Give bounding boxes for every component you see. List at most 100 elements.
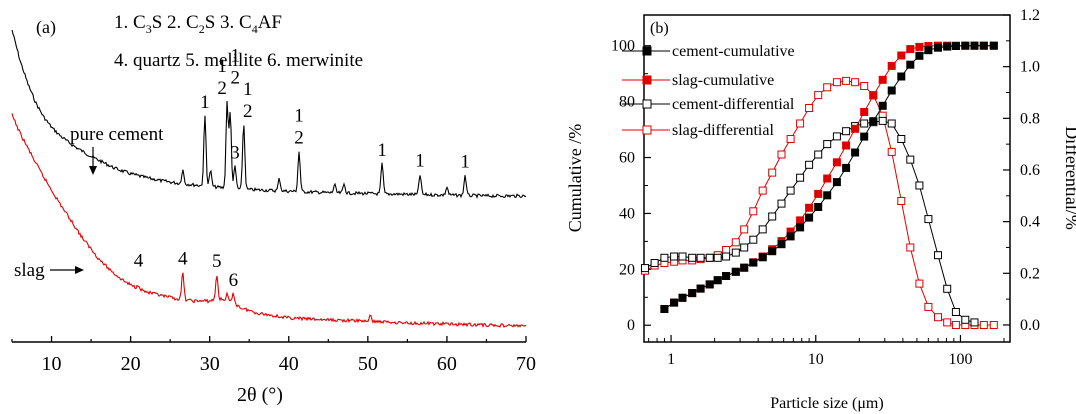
x-tick-label-b: 1 (667, 351, 675, 368)
data-point-cement-differential (943, 284, 952, 293)
data-point-slag-differential (951, 321, 960, 329)
y-right-tick-label: 1.2 (1020, 7, 1040, 24)
data-point-slag-differential (915, 279, 924, 288)
x-tick-label-a: 30 (200, 353, 220, 375)
data-point-cement-cumulative (906, 60, 915, 69)
data-point-cement-cumulative (869, 117, 878, 126)
peak-label: 4 (178, 249, 188, 270)
data-point-cement-cumulative (731, 267, 740, 276)
data-point-cement-cumulative (842, 163, 851, 172)
legend-text: S 3. C (205, 12, 252, 33)
annotation-pure-cement: pure cement (70, 124, 164, 145)
data-point-cement-cumulative (887, 86, 896, 95)
data-point-cement-differential (823, 140, 832, 149)
peak-label: 1 (217, 56, 227, 77)
data-point-slag-differential (758, 186, 767, 195)
x-tick-label-b: 10 (808, 351, 824, 368)
data-point-slag-cumulative (878, 75, 887, 84)
plot-frame-b (643, 14, 1011, 343)
y-right-tick-label: 1.0 (1020, 59, 1040, 76)
data-point-cement-cumulative (678, 293, 687, 302)
data-point-cement-differential (832, 132, 841, 141)
data-point-slag-cumulative (832, 158, 841, 167)
data-point-cement-differential (951, 308, 960, 316)
x-axis-label-a: 2θ (°) (237, 384, 283, 406)
data-point-slag-differential (740, 225, 749, 234)
data-point-slag-cumulative (860, 108, 869, 116)
data-point-slag-cumulative (805, 203, 814, 212)
y-right-tick-label: 0.2 (1020, 265, 1040, 282)
peak-label: 1 (243, 79, 253, 100)
data-point-slag-differential (768, 168, 777, 177)
y-right-tick-label: 0.6 (1020, 162, 1040, 179)
data-point-cement-cumulative (670, 298, 679, 307)
data-point-cement-differential (641, 264, 649, 273)
data-point-cement-differential (887, 119, 896, 128)
data-point-cement-differential (713, 253, 722, 262)
y-left-tick-label: 60 (619, 150, 635, 167)
peak-label: 1 (415, 151, 425, 172)
peak-label: 5 (212, 251, 222, 272)
data-point-cement-cumulative (897, 72, 906, 81)
data-point-cement-cumulative (805, 213, 814, 222)
peak-label: 2 (294, 128, 304, 149)
xrd-curve-pure-cement (11, 29, 527, 199)
data-point-slag-differential (786, 135, 795, 143)
legend-text: S 2. C (152, 12, 199, 33)
data-point-cement-cumulative (851, 148, 860, 157)
legend-subscript: 3 (146, 22, 152, 36)
data-point-cement-cumulative (878, 101, 887, 110)
data-point-cement-differential (796, 173, 805, 182)
data-point-slag-differential (832, 78, 841, 87)
data-point-slag-differential (823, 83, 832, 92)
y-left-tick-label: 0 (627, 317, 635, 334)
data-point-cement-cumulative (979, 41, 988, 50)
data-point-cement-cumulative (758, 253, 767, 262)
data-point-cement-differential (961, 315, 970, 324)
data-point-slag-cumulative (897, 51, 906, 60)
peak-label: 2 (217, 78, 227, 99)
x-tick-label-b: 100 (948, 351, 972, 368)
legend-text: AF (258, 12, 282, 33)
data-point-slag-differential (906, 243, 915, 252)
data-point-slag-differential (924, 302, 933, 311)
legend-text: 1. C (114, 12, 146, 33)
data-point-cement-cumulative (786, 232, 795, 241)
data-point-slag-differential (814, 91, 823, 100)
data-point-cement-cumulative (768, 247, 777, 256)
data-point-slag-cumulative (915, 42, 924, 51)
data-point-slag-cumulative (814, 189, 823, 198)
data-point-slag-differential (749, 207, 758, 216)
data-point-cement-cumulative (924, 46, 933, 55)
legend-marker (642, 99, 652, 109)
data-point-cement-cumulative (705, 280, 714, 289)
data-point-slag-differential (897, 197, 906, 205)
data-point-cement-differential (731, 248, 740, 257)
data-point-slag-differential (805, 104, 814, 112)
x-tick-label-a: 10 (42, 353, 62, 375)
data-point-cement-differential (805, 160, 814, 169)
data-point-slag-differential (989, 321, 998, 329)
x-axis-ticks-a: 10 20 30 40 50 60 70 (11, 336, 536, 375)
data-point-cement-differential (758, 225, 767, 234)
legend-label: slag-differential (672, 122, 774, 139)
data-point-cement-cumulative (915, 51, 924, 60)
y-left-tick-label: 80 (619, 94, 635, 111)
data-point-cement-cumulative (934, 43, 942, 52)
legend-subscript: 2 (199, 22, 205, 36)
data-point-cement-cumulative (713, 276, 722, 285)
data-point-slag-cumulative (851, 124, 860, 133)
data-point-slag-cumulative (842, 141, 851, 150)
data-point-cement-cumulative (860, 132, 869, 141)
y-right-tick-label: 0.8 (1020, 110, 1040, 127)
data-point-cement-differential (749, 235, 758, 244)
data-point-cement-differential (934, 251, 942, 260)
data-point-cement-cumulative (951, 42, 960, 50)
data-point-slag-differential (943, 318, 952, 327)
data-point-cement-differential (650, 259, 659, 267)
data-point-cement-differential (670, 252, 679, 261)
data-point-cement-differential (878, 116, 887, 125)
y-axis-label-right: Differential/% (1062, 126, 1076, 230)
